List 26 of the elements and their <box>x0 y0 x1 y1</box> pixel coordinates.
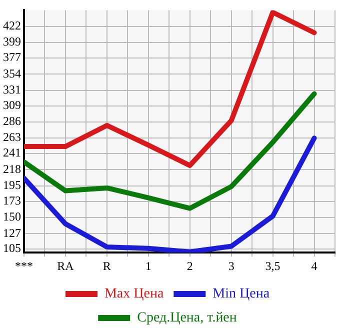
y-tick-label: 399 <box>3 34 21 49</box>
y-tick-label: 263 <box>3 130 21 144</box>
x-tick-label: RA <box>57 258 74 273</box>
y-tick-label: 105 <box>3 241 21 256</box>
legend-label: Max Цена <box>104 286 164 302</box>
legend-label: Min Цена <box>212 286 270 302</box>
y-tick-label: 218 <box>3 162 21 176</box>
x-tick-label: R <box>102 258 111 273</box>
x-tick-label: 2 <box>186 258 193 273</box>
y-tick-label: 354 <box>3 66 21 80</box>
y-tick-label: 422 <box>3 18 21 33</box>
y-tick-label: 150 <box>3 210 21 224</box>
x-tick-label: 4 <box>311 258 318 273</box>
y-tick-label: 173 <box>3 193 21 208</box>
x-tick-label: 3 <box>228 258 234 273</box>
y-tick-label: 241 <box>3 146 21 160</box>
y-tick-label: 309 <box>3 98 21 112</box>
x-tick-label: *** <box>15 258 33 273</box>
x-tick-label: 1 <box>145 258 152 273</box>
y-tick-label: 331 <box>3 82 21 96</box>
y-tick-label: 286 <box>3 114 21 128</box>
x-tick-label: 3,5 <box>265 258 280 273</box>
y-tick-label: 195 <box>3 178 21 192</box>
legend-label: Сред.Цена, т.йен <box>137 310 238 326</box>
y-tick-label: 127 <box>3 226 21 240</box>
y-tick-label: 377 <box>3 50 21 64</box>
